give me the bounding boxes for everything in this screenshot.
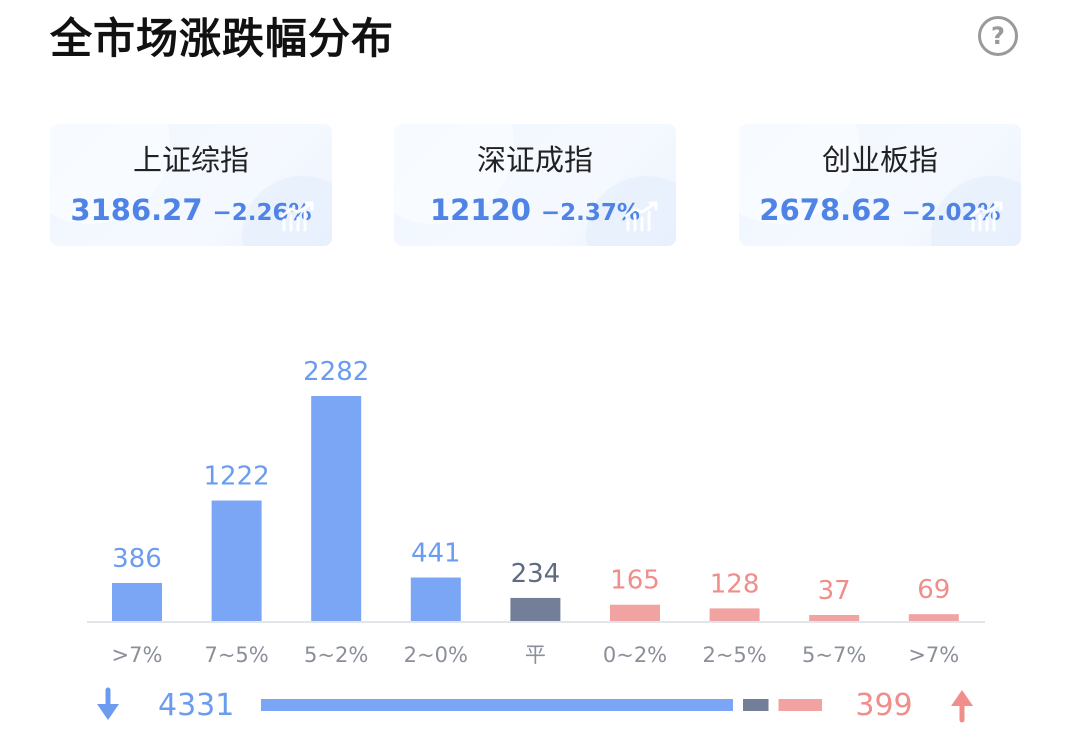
trend-up-icon <box>624 201 658 232</box>
data-label-0: 386 <box>112 544 162 574</box>
data-label-8: 69 <box>917 575 950 605</box>
bar-5 <box>610 604 660 621</box>
page-title: 全市场涨跌幅分布 <box>50 14 395 63</box>
bar-4 <box>510 597 561 621</box>
summary-down-segment <box>261 699 734 711</box>
up-total: 399 <box>855 688 912 723</box>
bar-2 <box>311 396 362 621</box>
index-value: 12120 <box>430 193 531 227</box>
summary-flat-segment <box>743 699 769 711</box>
data-label-1: 1222 <box>204 462 270 492</box>
bar-8 <box>908 614 959 621</box>
tick-label-3: 2~0% <box>404 643 468 667</box>
tick-label-1: 7~5% <box>204 643 268 667</box>
data-label-4: 234 <box>511 559 561 589</box>
bar-7 <box>809 615 860 621</box>
tick-label-0: >7% <box>112 643 163 667</box>
down-arrow-icon <box>97 687 119 720</box>
index-card-sh[interactable]: 上证综指 3186.27 −2.26% <box>50 124 332 246</box>
bar-3 <box>410 577 461 621</box>
data-label-5: 165 <box>610 566 660 596</box>
tick-label-6: 2~5% <box>702 643 766 667</box>
trend-up-icon <box>280 201 314 232</box>
index-change: −2.02% <box>901 200 1001 226</box>
index-card-cy[interactable]: 创业板指 2678.62 −2.02% <box>739 124 1021 246</box>
index-card-sz[interactable]: 深证成指 12120 −2.37% <box>394 124 676 246</box>
tick-label-8: >7% <box>908 643 959 667</box>
data-label-3: 441 <box>411 539 461 569</box>
tick-label-2: 5~2% <box>304 643 368 667</box>
bar-1 <box>211 500 262 621</box>
up-arrow-icon <box>951 690 973 723</box>
summary-up-segment <box>778 699 822 711</box>
index-value: 2678.62 <box>759 193 892 227</box>
data-label-2: 2282 <box>303 357 369 387</box>
bar-6 <box>709 608 760 621</box>
index-change: −2.26% <box>212 200 312 226</box>
data-label-7: 37 <box>818 576 851 606</box>
tick-label-7: 5~7% <box>802 643 866 667</box>
index-value: 3186.27 <box>70 193 203 227</box>
index-name: 深证成指 <box>476 143 593 177</box>
data-label-6: 128 <box>710 569 760 599</box>
index-name: 创业板指 <box>821 143 938 177</box>
index-change: −2.37% <box>540 200 640 226</box>
index-name: 上证综指 <box>132 143 249 177</box>
tick-label-4: 平 <box>525 643 546 667</box>
question-circle-icon[interactable]: ? <box>978 16 1018 56</box>
down-total: 4331 <box>158 688 234 723</box>
tick-label-5: 0~2% <box>603 643 667 667</box>
bar-0 <box>112 582 162 621</box>
trend-up-icon <box>969 201 1003 232</box>
